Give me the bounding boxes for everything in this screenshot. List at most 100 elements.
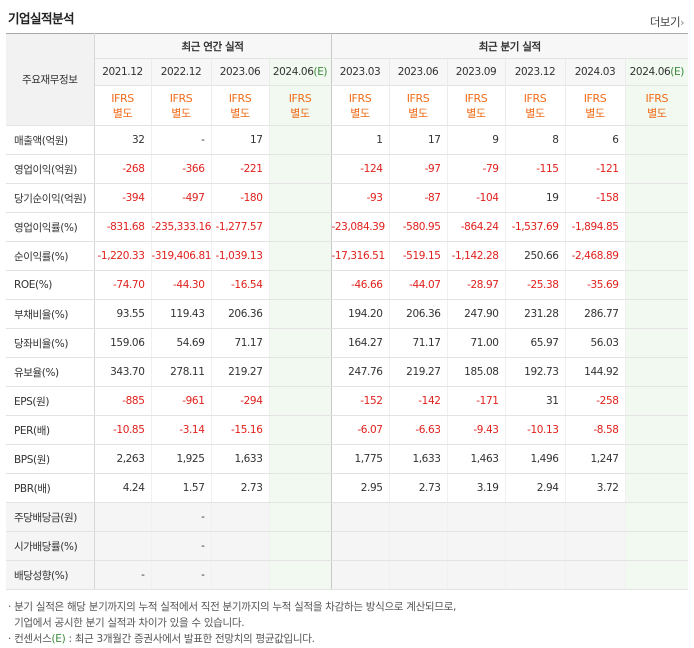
table-row: 영업이익(억원) -268 -366 -221 -124 -97 -79 -115 -121 — [6, 154, 689, 184]
value-cell: -9.43 — [446, 415, 506, 445]
row-label: 시가배당률(%) — [6, 531, 95, 561]
row-label: 영업이익(억원) — [6, 154, 95, 184]
value-cell — [268, 299, 332, 329]
value-cell: -35.69 — [564, 270, 626, 300]
value-cell: 56.03 — [564, 328, 626, 358]
ifrs-line1: IFRS — [111, 91, 134, 105]
value-cell — [330, 560, 390, 590]
value-cell: 19 — [504, 183, 566, 213]
value-cell — [624, 444, 689, 474]
footnote-1: · 분기 실적은 해당 분기까지의 누적 실적에서 직전 분기까지의 누적 실적… — [8, 601, 457, 613]
value-cell: -1,537.69 — [504, 212, 566, 242]
value-cell — [268, 560, 332, 590]
row-label: 당좌비율(%) — [6, 328, 95, 358]
row-label: 매출액(억원) — [6, 125, 95, 155]
value-cell — [624, 386, 689, 416]
ifrs-line1: IFRS — [169, 91, 193, 105]
footnote-3-prefix: · 컨센서스 — [8, 633, 52, 645]
ifrs-line2: 별도 — [466, 106, 486, 120]
more-link[interactable]: 더보기› — [649, 14, 685, 30]
value-cell — [268, 415, 332, 445]
quarter-period-header: 2023.06 — [388, 58, 448, 86]
table-row: 순이익률(%) -1,220.33 -319,406.81 -1,039.13 -17,… — [6, 241, 689, 271]
value-cell: -121 — [564, 154, 626, 184]
value-cell: -87 — [388, 183, 448, 213]
value-cell — [624, 154, 689, 184]
value-cell — [268, 473, 332, 503]
value-cell — [504, 560, 566, 590]
value-cell: -294 — [210, 386, 269, 416]
value-cell — [94, 502, 151, 532]
value-cell — [624, 357, 689, 387]
value-cell: 2.73 — [388, 473, 448, 503]
table-row: 부채비율(%) 93.55 119.43 206.36 194.20 206.36 247.… — [6, 299, 689, 329]
row-label: 당기순이익(억원) — [6, 183, 95, 213]
value-cell: 1,247 — [564, 444, 626, 474]
row-label: 배당성향(%) — [6, 560, 95, 590]
value-cell: -25.38 — [504, 270, 566, 300]
value-cell: 1,463 — [446, 444, 506, 474]
row-header-label: 주요재무정보 — [6, 33, 95, 126]
value-cell: 1,775 — [330, 444, 390, 474]
value-cell: 31 — [504, 386, 566, 416]
annual-period-header: 2022.12 — [150, 58, 211, 86]
value-cell: -124 — [330, 154, 390, 184]
quarter-period-header: 2023.12 — [504, 58, 566, 86]
value-cell — [268, 270, 332, 300]
value-cell: 32 — [94, 125, 151, 155]
ifrs-line2: 별도 — [350, 106, 370, 120]
value-cell: 3.19 — [446, 473, 506, 503]
table-row: 당기순이익(억원) -394 -497 -180 -93 -87 -104 19 -158 — [6, 183, 689, 213]
value-cell: -28.97 — [446, 270, 506, 300]
value-cell: -44.07 — [388, 270, 448, 300]
row-label: 유보율(%) — [6, 357, 95, 387]
value-cell — [268, 357, 332, 387]
ifrs-line2: 별도 — [171, 106, 191, 120]
value-cell — [388, 531, 448, 561]
value-cell: 6 — [564, 125, 626, 155]
table-row: 당좌비율(%) 159.06 54.69 71.17 164.27 71.17 71.00 6… — [6, 328, 689, 358]
value-cell: -258 — [564, 386, 626, 416]
value-cell: 1,496 — [504, 444, 566, 474]
value-cell: 71.17 — [210, 328, 269, 358]
value-cell — [624, 328, 689, 358]
value-cell: 2,263 — [94, 444, 151, 474]
ifrs-line1: IFRS — [583, 91, 607, 105]
value-cell: -93 — [330, 183, 390, 213]
value-cell — [210, 502, 269, 532]
value-cell: -6.63 — [388, 415, 448, 445]
value-cell: -152 — [330, 386, 390, 416]
row-label: 부채비율(%) — [6, 299, 95, 329]
table-row: 배당성향(%) - - — [6, 560, 689, 590]
value-cell: 219.27 — [388, 357, 448, 387]
value-cell: -158 — [564, 183, 626, 213]
ifrs-line1: IFRS — [348, 91, 372, 105]
ifrs-line1: IFRS — [406, 91, 430, 105]
value-cell: -104 — [446, 183, 506, 213]
ifrs-line2: 별도 — [525, 106, 545, 120]
row-label: BPS(원) — [6, 444, 95, 474]
footnotes: · 분기 실적은 해당 분기까지의 누적 실적에서 직전 분기까지의 누적 실적… — [8, 599, 456, 647]
more-label[interactable]: 더보기 — [649, 15, 681, 29]
value-cell: -885 — [94, 386, 151, 416]
ifrs-line2: 별도 — [290, 106, 310, 120]
ifrs-basis-label: IFRS 별도 — [564, 85, 626, 126]
value-cell: -17,316.51 — [330, 241, 390, 271]
period-label: 2024.06 — [629, 66, 671, 78]
value-cell: -15.16 — [210, 415, 269, 445]
quarter-period-header: 2023.09 — [446, 58, 506, 86]
value-cell: -1,277.57 — [210, 212, 269, 242]
value-cell: -180 — [210, 183, 269, 213]
ifrs-line2: 별도 — [408, 106, 428, 120]
footnote-3: · 컨센서스(E) : 최근 3개월간 증권사에서 발표한 전망치의 평균값입니… — [8, 631, 456, 647]
value-cell — [268, 125, 332, 155]
value-cell: 65.97 — [504, 328, 566, 358]
value-cell: -221 — [210, 154, 269, 184]
value-cell — [268, 183, 332, 213]
value-cell: 1,633 — [388, 444, 448, 474]
value-cell: 286.77 — [564, 299, 626, 329]
row-label: PBR(배) — [6, 473, 95, 503]
table-row: 매출액(억원) 32-17 1 17 9 8 6 — [6, 125, 689, 155]
value-cell: -23,084.39 — [330, 212, 390, 242]
value-cell — [330, 502, 390, 532]
